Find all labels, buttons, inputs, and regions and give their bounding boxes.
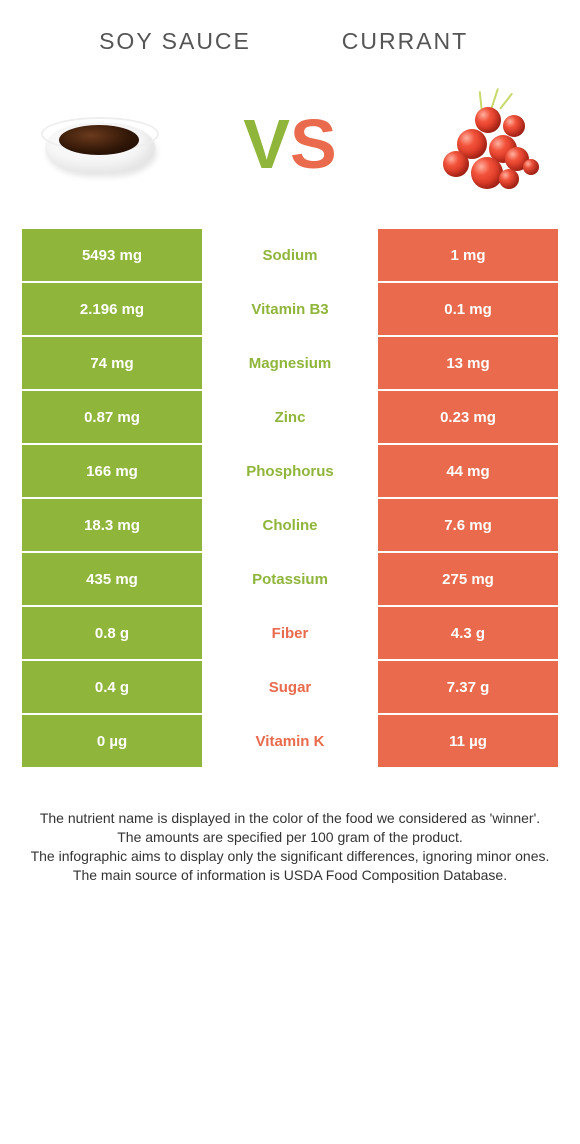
infographic-container: SOY SAUCE CURRANT VS 5493 mgSodium1 mg2.… [0, 0, 580, 1144]
currant-berry [499, 169, 519, 189]
nutrient-label: Zinc [202, 391, 378, 443]
left-value: 18.3 mg [22, 499, 202, 551]
currant-stem [499, 93, 513, 110]
footer-line-3: The infographic aims to display only the… [26, 847, 554, 866]
footer-line-2: The amounts are specified per 100 gram o… [26, 828, 554, 847]
table-row: 0.87 mgZinc0.23 mg [22, 391, 558, 445]
nutrient-label: Potassium [202, 553, 378, 605]
right-value: 1 mg [378, 229, 558, 281]
nutrient-label: Choline [202, 499, 378, 551]
table-row: 74 mgMagnesium13 mg [22, 337, 558, 391]
footer-line-1: The nutrient name is displayed in the co… [26, 809, 554, 828]
table-row: 166 mgPhosphorus44 mg [22, 445, 558, 499]
header: SOY SAUCE CURRANT [0, 0, 580, 79]
right-value: 7.37 g [378, 661, 558, 713]
vs-v: V [243, 105, 290, 183]
left-value: 0.4 g [22, 661, 202, 713]
currant-berry [443, 151, 469, 177]
vs-s: S [290, 105, 337, 183]
currant-berry [523, 159, 539, 175]
nutrient-label: Vitamin B3 [202, 283, 378, 335]
right-value: 0.1 mg [378, 283, 558, 335]
footer-notes: The nutrient name is displayed in the co… [0, 769, 580, 885]
right-value: 44 mg [378, 445, 558, 497]
table-row: 0.4 gSugar7.37 g [22, 661, 558, 715]
left-value: 74 mg [22, 337, 202, 389]
nutrient-label: Fiber [202, 607, 378, 659]
currant-berry [503, 115, 525, 137]
right-value: 13 mg [378, 337, 558, 389]
left-value: 166 mg [22, 445, 202, 497]
currant-berry [471, 157, 503, 189]
footer-line-4: The main source of information is USDA F… [26, 866, 554, 885]
nutrient-label: Vitamin K [202, 715, 378, 767]
left-value: 5493 mg [22, 229, 202, 281]
nutrient-label: Sodium [202, 229, 378, 281]
right-value: 275 mg [378, 553, 558, 605]
right-value: 7.6 mg [378, 499, 558, 551]
nutrient-table: 5493 mgSodium1 mg2.196 mgVitamin B30.1 m… [22, 229, 558, 769]
table-row: 0.8 gFiber4.3 g [22, 607, 558, 661]
hero-row: VS [0, 79, 580, 229]
right-value: 0.23 mg [378, 391, 558, 443]
left-value: 0.8 g [22, 607, 202, 659]
table-row: 435 mgPotassium275 mg [22, 553, 558, 607]
right-value: 11 µg [378, 715, 558, 767]
table-row: 0 µgVitamin K11 µg [22, 715, 558, 769]
currant-image [400, 89, 550, 199]
left-value: 2.196 mg [22, 283, 202, 335]
nutrient-label: Phosphorus [202, 445, 378, 497]
vs-label: VS [243, 109, 336, 179]
left-value: 435 mg [22, 553, 202, 605]
left-value: 0.87 mg [22, 391, 202, 443]
nutrient-label: Magnesium [202, 337, 378, 389]
table-row: 2.196 mgVitamin B30.1 mg [22, 283, 558, 337]
currant-berry [475, 107, 501, 133]
left-value: 0 µg [22, 715, 202, 767]
right-value: 4.3 g [378, 607, 558, 659]
left-food-title: SOY SAUCE [60, 28, 290, 55]
table-row: 18.3 mgCholine7.6 mg [22, 499, 558, 553]
right-food-title: CURRANT [290, 28, 520, 55]
soy-sauce-image [30, 89, 180, 199]
table-row: 5493 mgSodium1 mg [22, 229, 558, 283]
nutrient-label: Sugar [202, 661, 378, 713]
